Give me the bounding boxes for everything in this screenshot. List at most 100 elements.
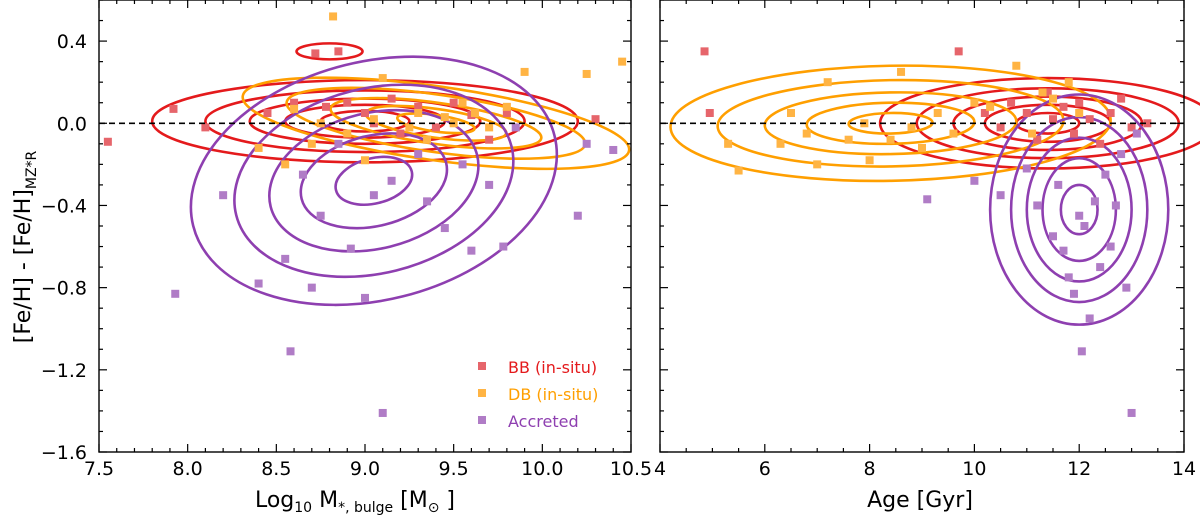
right-point-acc <box>1101 170 1110 179</box>
right-point-db <box>823 78 832 87</box>
right-point-acc <box>1117 150 1126 159</box>
left-point-db <box>414 109 423 117</box>
right-point-db <box>918 143 926 152</box>
left-point-db <box>485 123 494 132</box>
left-point-db <box>307 139 316 148</box>
right-point-bb <box>1096 139 1105 148</box>
left-x-tick-label: 10.5 <box>610 458 652 480</box>
right-point-acc <box>1111 201 1120 210</box>
right-point-acc <box>1075 211 1084 220</box>
left-point-acc <box>219 191 228 200</box>
right-point-bb <box>1143 119 1152 128</box>
x-label-log: Log <box>255 488 294 513</box>
legend-marker-db <box>478 389 486 397</box>
left-x-tick-label: 9.5 <box>439 458 469 480</box>
right-point-bb <box>1075 98 1084 107</box>
legend-marker-bb <box>478 362 486 370</box>
right-point-db <box>949 129 958 138</box>
y-tick-label: −0.8 <box>41 278 87 300</box>
y-tick-label: −1.6 <box>41 442 87 464</box>
right-point-db <box>933 109 942 117</box>
left-panel: 7.5 8.0 8.5 9.0 9.5 10.0 10.5 0.4 0.0 −0.4 −0.8 −1.… <box>41 0 652 480</box>
right-contour-db-2 <box>763 91 1018 156</box>
left-point-bb <box>169 104 178 113</box>
y-tick-label: −0.4 <box>41 195 87 217</box>
y-tick-label: 0.4 <box>57 31 87 53</box>
left-point-db <box>343 129 352 138</box>
left-point-bb <box>387 94 396 103</box>
right-point-acc <box>1080 222 1089 230</box>
right-x-tick-label: 6 <box>759 458 771 480</box>
left-point-acc <box>171 289 180 298</box>
left-point-bb <box>311 49 320 58</box>
right-point-db <box>907 123 916 132</box>
left-point-db <box>618 57 627 66</box>
legend-label-bb: BB (in-situ) <box>508 358 597 377</box>
right-point-bb <box>1117 94 1126 103</box>
left-point-bb <box>361 109 369 117</box>
legend-label-db: DB (in-situ) <box>508 385 598 404</box>
right-point-acc <box>1077 347 1086 356</box>
right-point-acc <box>996 191 1005 200</box>
x-label-bracket: [M <box>393 488 428 513</box>
y-label-main: [Fe/H] - [Fe/H] <box>11 189 36 343</box>
left-point-acc <box>286 347 295 356</box>
right-point-db <box>1038 88 1047 97</box>
left-point-db <box>582 69 591 78</box>
left-point-bb <box>201 123 210 132</box>
left-point-db <box>369 115 378 124</box>
right-point-acc <box>1132 129 1141 138</box>
y-tick-label: 0.0 <box>57 113 87 135</box>
right-point-bb <box>1127 123 1136 132</box>
left-point-acc <box>499 242 508 251</box>
right-point-db <box>865 156 874 165</box>
left-point-db <box>520 67 529 76</box>
left-point-acc <box>582 139 591 148</box>
left-point-acc <box>458 160 467 169</box>
right-point-db <box>802 129 811 138</box>
x-label-log-sub: 10 <box>294 500 312 516</box>
left-point-bb <box>343 98 352 107</box>
y-label-sub: MZ*R <box>24 150 40 189</box>
right-point-db <box>897 67 906 76</box>
left-point-db <box>470 109 479 117</box>
right-point-db <box>724 139 733 148</box>
left-point-db <box>281 160 290 169</box>
right-point-db <box>1049 94 1057 103</box>
right-point-db <box>886 135 895 144</box>
left-point-acc <box>423 197 432 206</box>
right-point-bb <box>1022 109 1031 117</box>
left-contour-acc-0 <box>189 55 559 307</box>
left-point-db <box>329 12 338 21</box>
right-point-bb <box>1085 115 1094 124</box>
x-axis-label-left: Log10 M*, bulge [M⊙ ] <box>255 488 455 516</box>
left-point-acc <box>573 211 582 220</box>
right-point-acc <box>1106 242 1115 251</box>
right-point-acc <box>1069 289 1078 298</box>
left-x-tick-label: 10.0 <box>521 458 563 480</box>
left-point-bb <box>485 135 494 144</box>
right-x-tick-label: 8 <box>864 458 876 480</box>
left-contour-acc-2 <box>268 108 480 253</box>
right-point-bb <box>700 47 709 56</box>
x-axis-label-right: Age [Gyr] <box>867 488 973 513</box>
y-axis-label: [Fe/H] - [Fe/H]MZ*R <box>11 150 40 343</box>
left-point-acc <box>281 254 290 263</box>
right-point-bb <box>1033 135 1042 144</box>
left-point-db <box>502 102 511 111</box>
right-point-acc <box>970 176 979 185</box>
right-point-acc <box>1054 180 1063 189</box>
right-point-bb <box>980 109 989 117</box>
right-point-acc <box>1049 232 1057 241</box>
right-point-db <box>844 135 853 144</box>
right-point-db <box>970 98 979 107</box>
right-contour-acc-2 <box>1025 136 1133 283</box>
right-point-acc <box>1064 273 1073 282</box>
left-point-acc <box>609 145 618 154</box>
left-contour-bb-island <box>295 42 364 61</box>
right-point-acc <box>1085 314 1094 323</box>
x-label-m-sub: *, bulge <box>338 500 393 516</box>
left-point-acc <box>440 224 449 233</box>
left-contour-bb-1 <box>204 89 526 154</box>
left-x-tick-label: 7.5 <box>84 458 114 480</box>
